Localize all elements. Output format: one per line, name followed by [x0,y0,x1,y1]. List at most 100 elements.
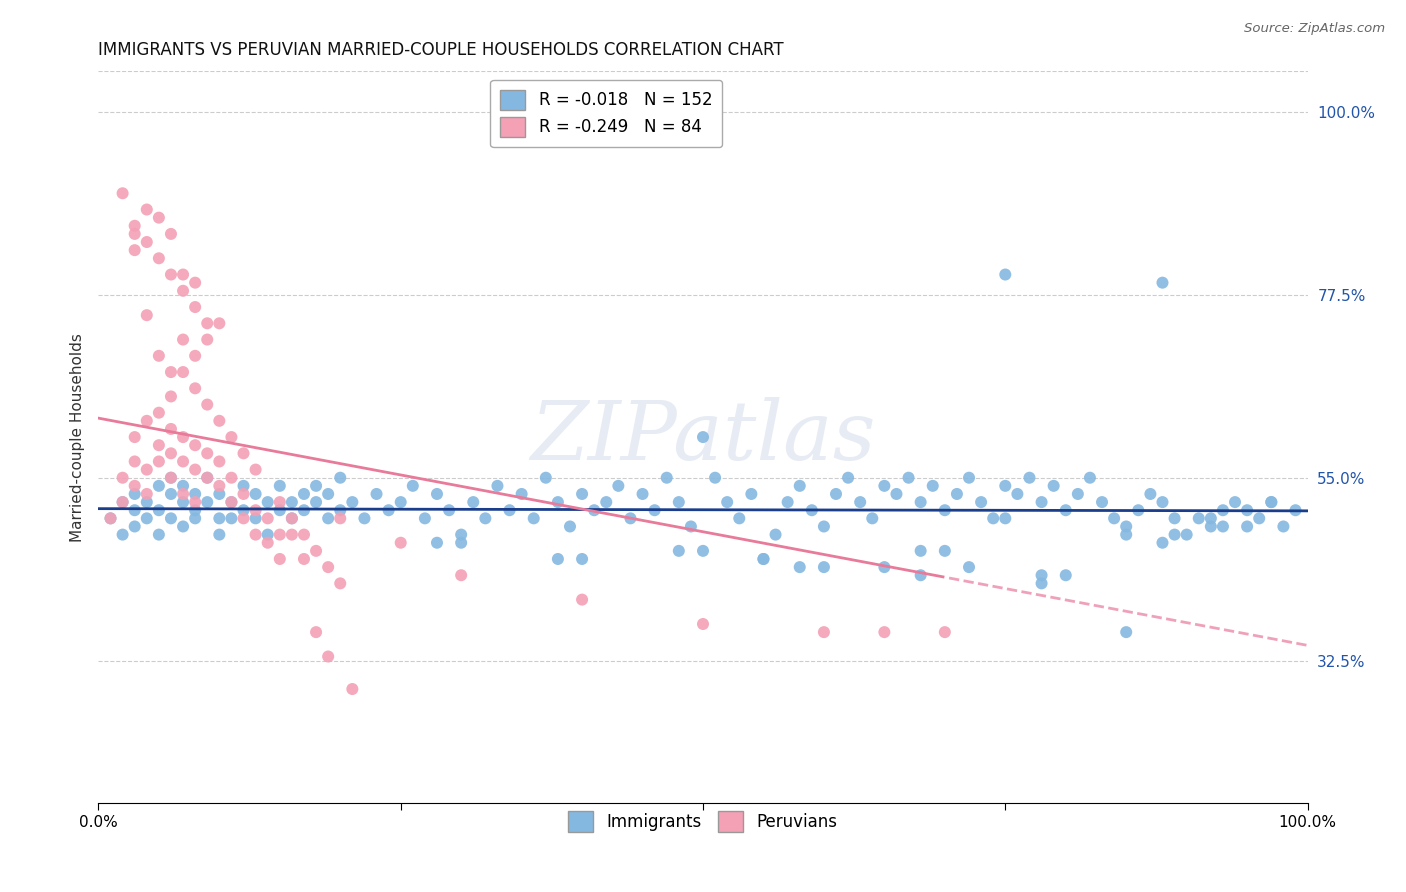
Point [897,471,920,485]
Point [970,495,993,509]
Point [1031,576,1053,591]
Point [1236,519,1258,533]
Point [813,560,835,574]
Point [148,503,170,517]
Point [1115,625,1137,640]
Point [389,535,412,549]
Point [921,479,943,493]
Point [849,495,872,509]
Point [184,438,207,452]
Point [184,495,207,509]
Point [221,495,243,509]
Point [172,365,194,379]
Point [269,527,291,541]
Point [873,560,896,574]
Point [366,487,388,501]
Point [547,552,569,566]
Point [1115,527,1137,541]
Point [583,503,606,517]
Point [232,503,254,517]
Point [329,503,352,517]
Point [124,454,146,468]
Point [316,560,339,574]
Point [934,503,956,517]
Point [1042,479,1064,493]
Point [281,511,304,525]
Point [305,544,328,558]
Point [1249,511,1271,525]
Point [523,511,546,525]
Point [329,511,352,525]
Point [100,511,122,525]
Point [316,511,339,525]
Point [740,487,762,501]
Point [957,471,980,485]
Point [957,560,980,574]
Point [135,487,157,501]
Point [256,535,278,549]
Point [910,495,932,509]
Point [195,471,218,485]
Point [1163,527,1185,541]
Point [342,495,364,509]
Point [184,276,207,290]
Point [886,487,908,501]
Point [1236,503,1258,517]
Point [534,471,557,485]
Point [305,479,328,493]
Point [148,211,170,225]
Point [668,544,690,558]
Point [221,511,243,525]
Point [160,511,183,525]
Point [571,552,593,566]
Point [765,527,787,541]
Point [245,487,267,501]
Point [450,535,472,549]
Point [547,495,569,509]
Point [281,495,304,509]
Point [160,422,183,436]
Point [789,560,811,574]
Point [124,503,146,517]
Point [195,495,218,509]
Point [245,503,267,517]
Point [595,495,617,509]
Point [1152,495,1174,509]
Point [208,511,231,525]
Point [232,479,254,493]
Point [1163,511,1185,525]
Point [316,487,339,501]
Point [172,479,194,493]
Point [329,471,352,485]
Point [377,503,399,517]
Point [1260,495,1282,509]
Point [172,454,194,468]
Point [994,511,1017,525]
Point [195,316,218,330]
Point [1272,519,1295,533]
Point [281,511,304,525]
Point [172,333,194,347]
Point [873,625,896,640]
Point [100,511,122,525]
Point [1139,487,1161,501]
Point [800,503,823,517]
Point [644,503,666,517]
Point [402,479,425,493]
Point [111,471,134,485]
Point [172,487,194,501]
Point [172,284,194,298]
Point [135,308,157,322]
Point [1152,276,1174,290]
Point [655,471,678,485]
Point [195,398,218,412]
Point [752,552,775,566]
Point [1102,511,1125,525]
Point [195,446,218,460]
Point [124,519,146,533]
Point [124,479,146,493]
Point [1031,495,1053,509]
Point [269,479,291,493]
Point [184,503,207,517]
Point [124,243,146,257]
